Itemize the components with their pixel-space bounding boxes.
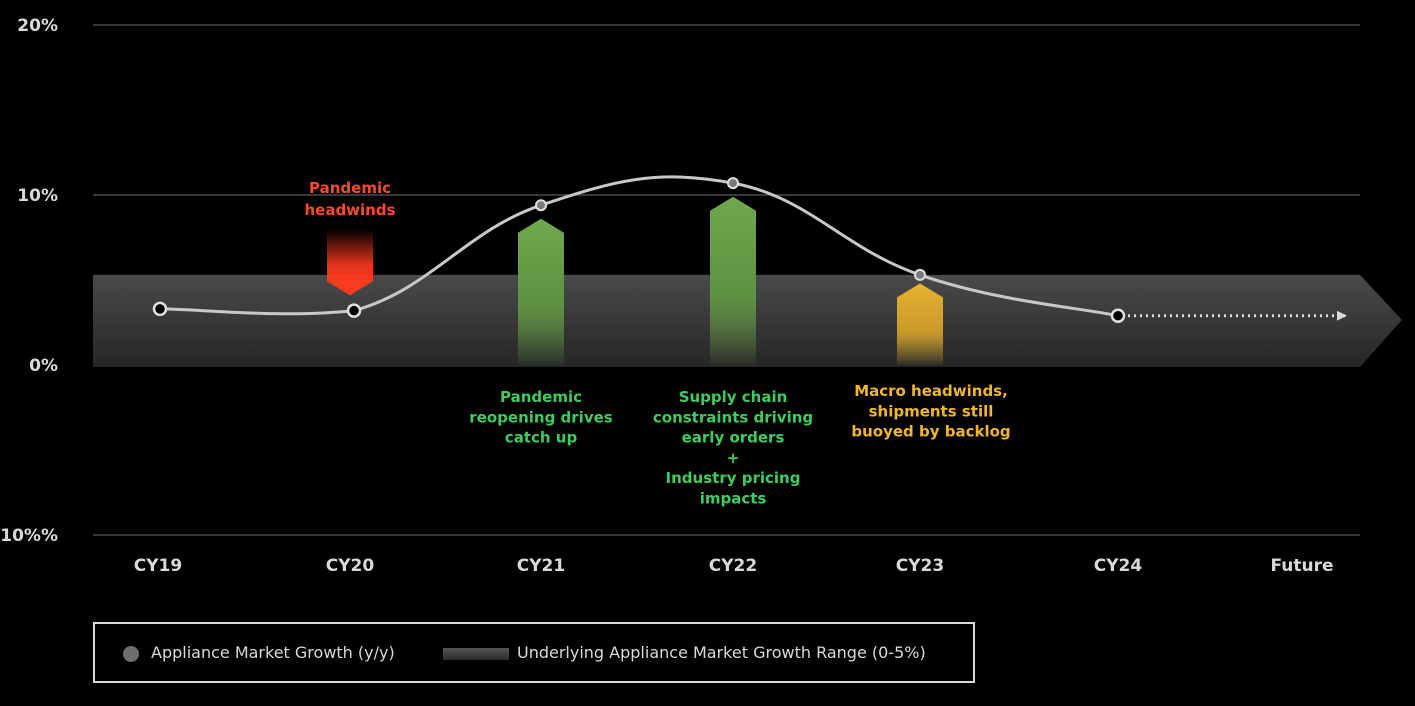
x-tick-label: CY21	[517, 556, 565, 576]
y-tick-label: -10%%	[0, 526, 58, 546]
legend-band-label: Underlying Appliance Market Growth Range…	[517, 643, 926, 662]
data-point	[1110, 308, 1126, 323]
annotation-cy22: +	[727, 449, 740, 467]
annotation-cy23: buoyed by backlog	[851, 423, 1010, 441]
x-tick-label: Future	[1270, 556, 1333, 576]
x-tick-label: CY22	[709, 556, 757, 576]
legend-line-label: Appliance Market Growth (y/y)	[151, 643, 395, 662]
bar-cy22	[710, 196, 756, 365]
y-tick-label: 0%	[29, 356, 58, 376]
bar-cy20	[327, 229, 373, 296]
annotation-cy21: reopening drives	[469, 408, 612, 426]
x-tick-label: CY24	[1094, 556, 1143, 576]
annotation-cy20: Pandemic	[309, 179, 391, 197]
data-point	[535, 199, 547, 212]
y-tick-label: 20%	[17, 16, 58, 36]
annotation-cy22: impacts	[700, 490, 767, 508]
legend-line-marker	[123, 646, 139, 662]
annotation-cy22: Supply chain	[679, 388, 788, 406]
annotation-cy22: Industry pricing	[666, 469, 801, 487]
x-tick-label: CY20	[326, 556, 375, 576]
growth-line	[159, 175, 1119, 318]
annotation-cy21: catch up	[505, 429, 578, 447]
annotation-cy23: shipments still	[869, 402, 994, 420]
bar-cy21	[518, 218, 564, 365]
data-point	[346, 303, 362, 318]
annotation-cy23: Macro headwinds,	[854, 382, 1008, 400]
growth-chart: 20% 10% 0% -10%% CY19 CY20 CY21 CY22 CY23 CY24 Fut…	[0, 16, 1402, 576]
x-tick-label: CY19	[134, 556, 182, 576]
data-point	[152, 301, 168, 317]
legend-band-swatch	[443, 648, 509, 660]
chart-legend: Appliance Market Growth (y/y) Underlying…	[93, 622, 975, 683]
data-point	[914, 268, 926, 281]
bar-cy23	[897, 283, 943, 365]
annotation-cy20: headwinds	[304, 201, 395, 219]
y-tick-label: 10%	[17, 186, 58, 206]
annotation-cy21: Pandemic	[500, 388, 582, 406]
annotation-cy22: early orders	[682, 429, 785, 447]
x-tick-label: CY23	[896, 556, 944, 576]
annotation-cy22: constraints driving	[653, 408, 813, 426]
data-point	[727, 177, 739, 190]
